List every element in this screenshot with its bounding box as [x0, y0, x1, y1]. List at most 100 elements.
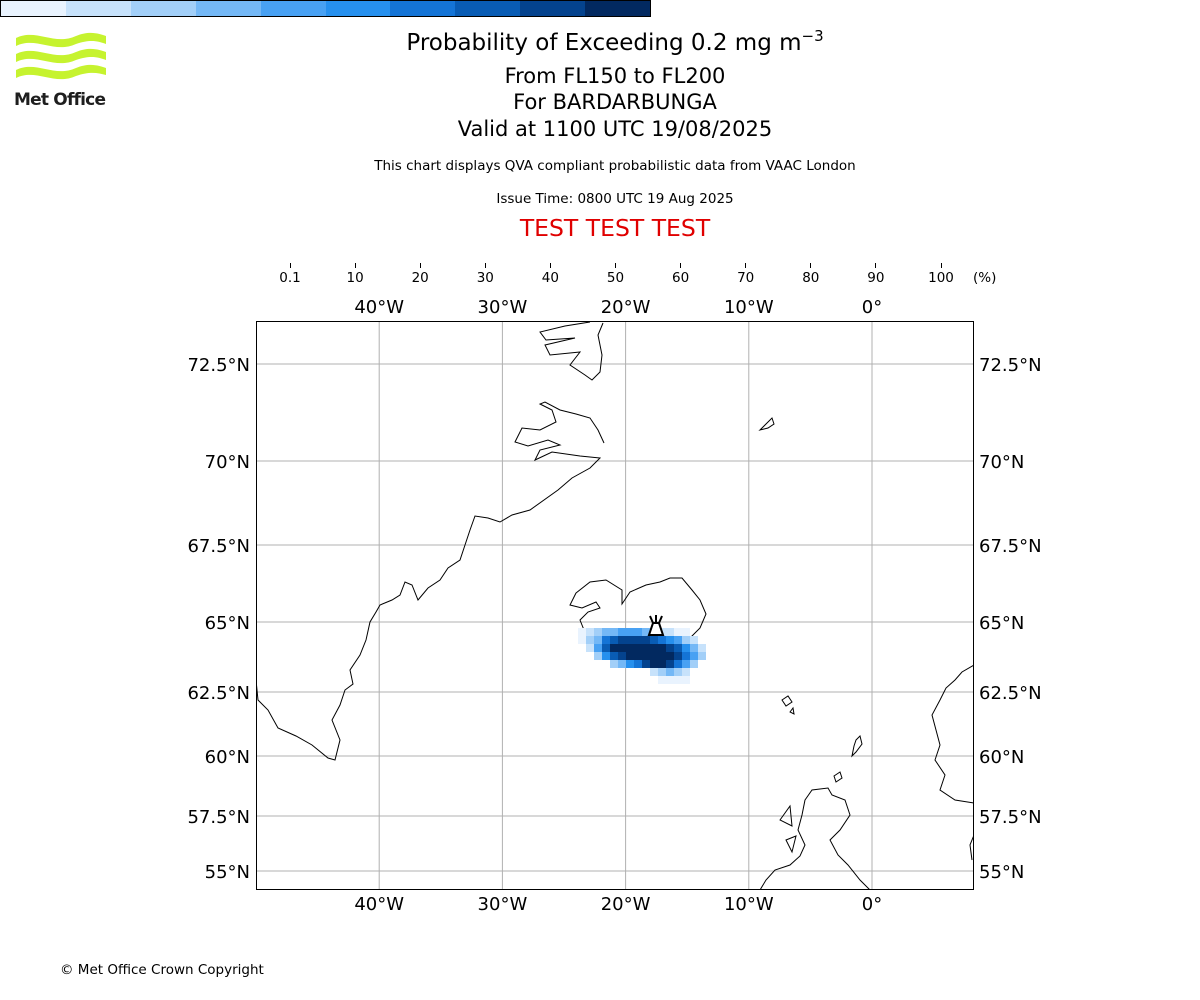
chart-title: Probability of Exceeding 0.2 mg m−3 — [0, 27, 1200, 56]
lon-label-bottom: 40°W — [354, 894, 404, 915]
jan-mayen-coast — [758, 417, 775, 431]
colorbar-tick-label: 30 — [476, 270, 494, 286]
probability-cell — [650, 668, 658, 676]
colorbar-tick-label: 20 — [411, 270, 429, 286]
probability-cell — [666, 660, 674, 668]
probability-cell — [626, 628, 634, 636]
probability-cell — [682, 652, 690, 660]
probability-cell — [618, 652, 626, 660]
probability-cell — [626, 652, 634, 660]
colorbar-segment — [455, 1, 521, 16]
shetland-coast — [851, 735, 863, 758]
chart-title-superscript: −3 — [801, 27, 824, 45]
lon-label-bottom: 20°W — [601, 894, 651, 915]
colorbar-segment — [325, 1, 391, 16]
probability-cell — [594, 644, 602, 652]
probability-cell — [626, 636, 634, 644]
coastlines — [256, 321, 974, 890]
probability-cell — [698, 644, 706, 652]
colorbar-tick-label: 60 — [672, 270, 690, 286]
probability-colorbar — [0, 0, 651, 17]
lat-label-left: 60°N — [205, 747, 250, 768]
lat-label-left: 67.5°N — [187, 536, 250, 557]
volcano-icon — [647, 615, 665, 636]
colorbar-segment — [520, 1, 586, 16]
level-range: From FL150 to FL200 — [504, 64, 726, 88]
probability-cell — [610, 660, 618, 668]
lat-label-right: 72.5°N — [979, 355, 1042, 376]
scotland-coast — [759, 787, 871, 890]
lat-label-left: 57.5°N — [187, 807, 250, 828]
probability-cell — [594, 628, 602, 636]
lon-label-top: 20°W — [601, 297, 651, 318]
probability-cell — [658, 668, 666, 676]
colorbar-segment — [130, 1, 196, 16]
colorbar-tick — [419, 263, 421, 268]
probability-cell — [610, 636, 618, 644]
lat-label-right: 65°N — [979, 613, 1024, 634]
lat-label-left: 65°N — [205, 613, 250, 634]
probability-cell — [642, 660, 650, 668]
lon-label-top: 0° — [862, 297, 882, 318]
met-office-wave-icon — [16, 32, 106, 80]
colorbar-tick-label: 40 — [541, 270, 559, 286]
greenland-coast — [256, 321, 605, 761]
colorbar-tick-label: 50 — [606, 270, 625, 286]
probability-cell — [666, 652, 674, 660]
lat-label-right: 62.5°N — [979, 683, 1042, 704]
probability-cell — [626, 644, 634, 652]
colorbar-segment — [195, 1, 261, 16]
chart-description: This chart displays QVA compliant probab… — [374, 158, 856, 174]
map-frame — [256, 321, 974, 890]
probability-cell — [658, 644, 666, 652]
colorbar-segment — [260, 1, 326, 16]
lon-label-bottom: 30°W — [478, 894, 528, 915]
probability-cell — [650, 636, 658, 644]
probability-cell — [626, 660, 634, 668]
colorbar-tick-label: 90 — [867, 270, 885, 286]
probability-cell — [682, 668, 690, 676]
probability-cell — [674, 636, 682, 644]
lon-label-bottom: 0° — [862, 894, 882, 915]
probability-cell — [674, 660, 682, 668]
colorbar-tick — [615, 263, 616, 268]
colorbar-segment — [390, 1, 456, 16]
colorbar-segment — [65, 1, 131, 16]
probability-cell — [682, 628, 690, 636]
probability-cell — [682, 676, 690, 684]
axis-labels: 40°W 40°W 30°W 30°W 20°W 20°W 10°W 10°W 0° 0° 72.5… — [187, 297, 1041, 915]
lat-label-left: 55°N — [205, 862, 250, 883]
probability-cell — [690, 644, 698, 652]
probability-cell — [674, 676, 682, 684]
probability-cell — [698, 652, 706, 660]
probability-cell — [634, 644, 642, 652]
probability-cell — [642, 644, 650, 652]
test-banner: TEST TEST TEST — [519, 214, 711, 242]
copyright: © Met Office Crown Copyright — [60, 962, 264, 978]
lon-label-top: 40°W — [354, 297, 404, 318]
probability-cell — [618, 628, 626, 636]
colorbar-tick — [680, 263, 682, 268]
probability-cell — [618, 636, 626, 644]
probability-cell — [690, 636, 698, 644]
colorbar-unit: (%) — [973, 270, 997, 286]
probability-cell — [602, 644, 610, 652]
probability-cell — [658, 660, 666, 668]
probability-cell — [634, 636, 642, 644]
colorbar-tick — [484, 263, 486, 268]
probability-cell — [666, 668, 674, 676]
colorbar-tick — [354, 263, 356, 268]
probability-cell — [650, 652, 658, 660]
colorbar-tick-label: 70 — [737, 270, 755, 286]
probability-cell — [690, 660, 698, 668]
colorbar-segment — [585, 1, 651, 16]
faroe-islands-coast — [781, 695, 795, 715]
colorbar-tick — [549, 263, 551, 268]
probability-cell — [666, 644, 674, 652]
probability-cell — [642, 636, 650, 644]
probability-cell — [610, 628, 618, 636]
lat-label-right: 57.5°N — [979, 807, 1042, 828]
probability-cell — [586, 644, 594, 652]
met-office-logo-text: Met Office — [14, 90, 106, 110]
